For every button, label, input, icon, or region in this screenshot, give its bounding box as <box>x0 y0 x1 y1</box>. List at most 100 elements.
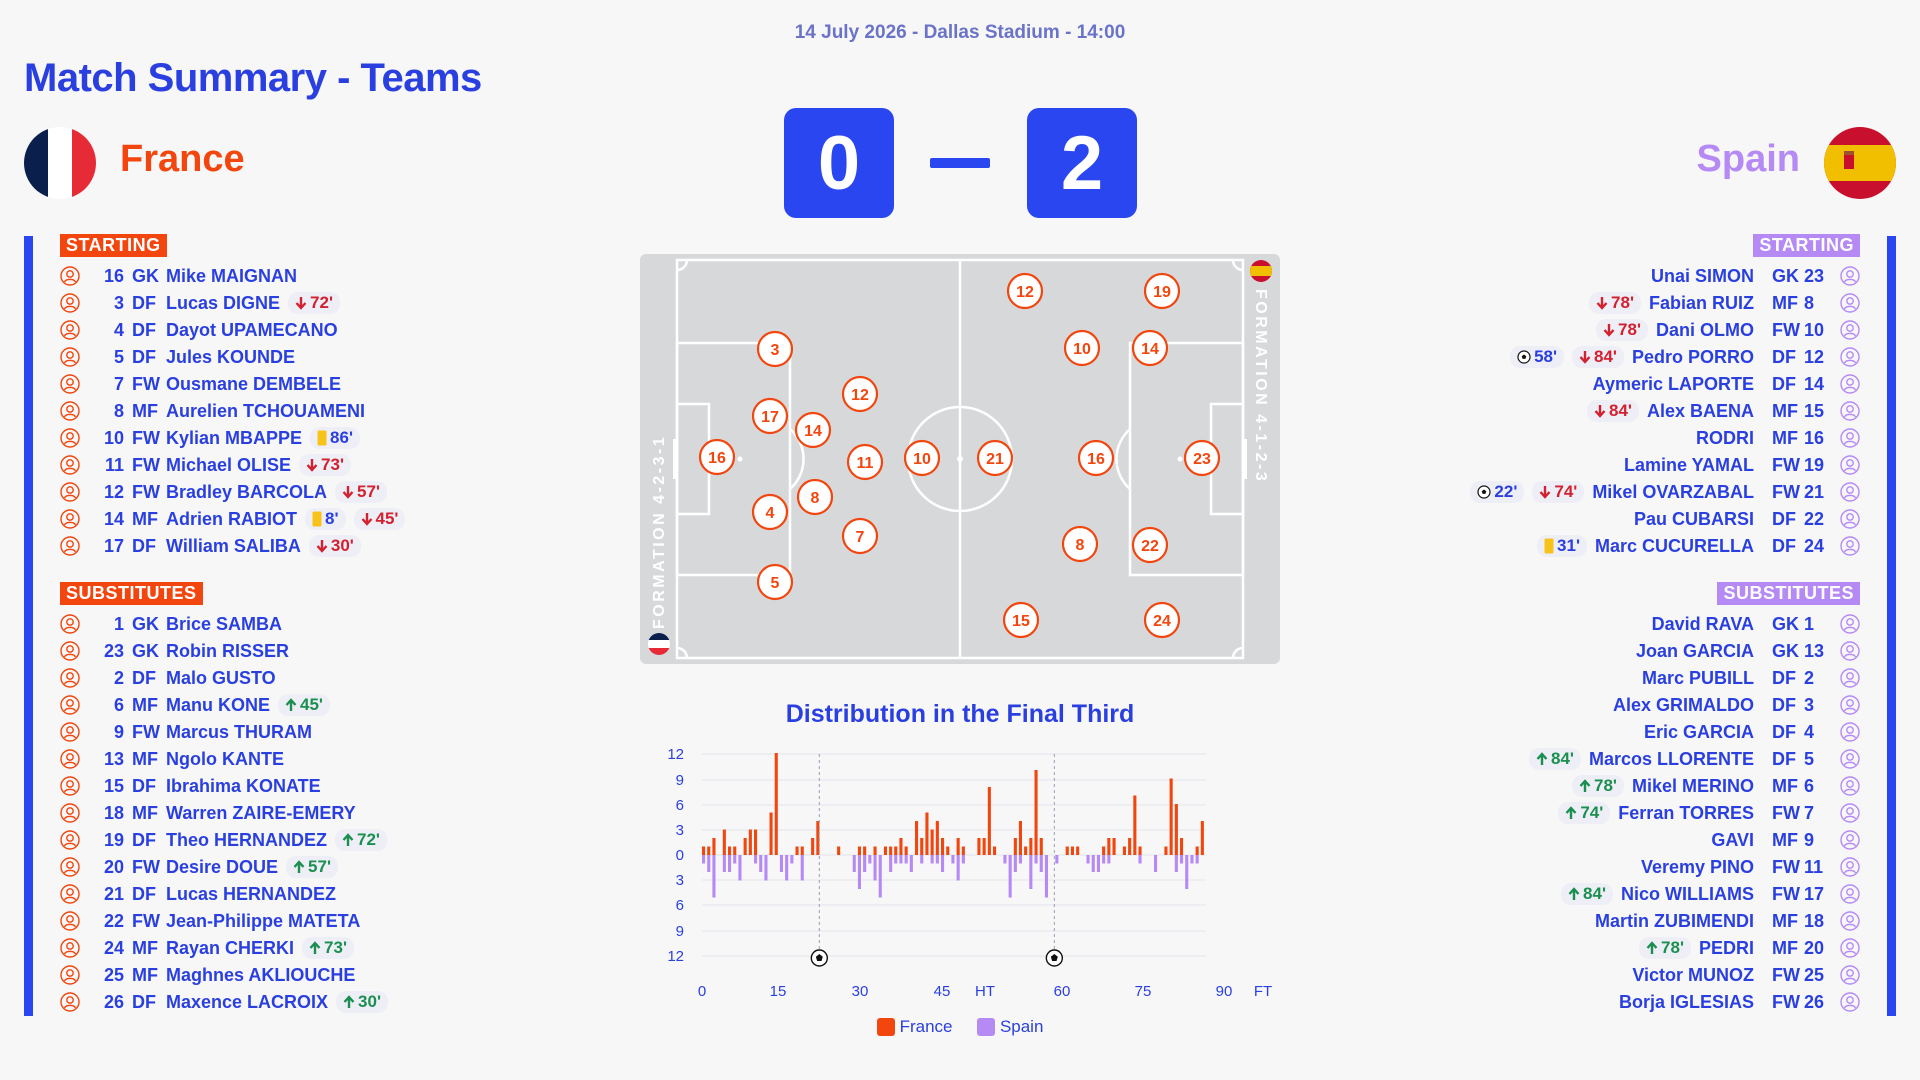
player-row[interactable]: 18 MF Warren ZAIRE-EMERY <box>60 801 356 825</box>
home-score: 0 <box>784 108 894 218</box>
player-row[interactable]: Unai SIMON GK 23 <box>1651 264 1860 288</box>
player-row[interactable]: 2 DF Malo GUSTO <box>60 666 276 690</box>
pitch-player-away[interactable]: 15 <box>1002 601 1040 639</box>
player-row[interactable]: 17 DF William SALIBA 30' <box>60 534 361 558</box>
pitch-player-away[interactable]: 22 <box>1131 526 1169 564</box>
player-row[interactable]: 10 FW Kylian MBAPPE 86' <box>60 426 360 450</box>
player-icon <box>1840 536 1860 556</box>
player-position: FW <box>1772 883 1800 904</box>
player-row[interactable]: 12 FW Bradley BARCOLA 57' <box>60 480 387 504</box>
pitch-player-away[interactable]: 21 <box>976 439 1014 477</box>
player-row[interactable]: 15 DF Ibrahima KONATE <box>60 774 321 798</box>
pitch-player-home[interactable]: 4 <box>751 493 789 531</box>
event-minute: 84' <box>1551 749 1574 768</box>
player-row[interactable]: 58' 84' Pedro PORRO DF 12 <box>1510 345 1860 369</box>
pitch-player-away[interactable]: 19 <box>1143 272 1181 310</box>
player-row[interactable]: 25 MF Maghnes AKLIOUCHE <box>60 963 355 987</box>
event-minute: 84' <box>1594 347 1617 366</box>
player-name: Eric GARCIA <box>1643 721 1754 742</box>
player-row[interactable]: 21 DF Lucas HERNANDEZ <box>60 882 336 906</box>
player-row[interactable]: 4 DF Dayot UPAMECANO <box>60 318 338 342</box>
player-row[interactable]: RODRI MF 16 <box>1696 426 1860 450</box>
player-position: FW <box>132 856 160 877</box>
pitch-player-home[interactable]: 12 <box>841 375 879 413</box>
pitch-player-home[interactable]: 14 <box>794 411 832 449</box>
player-row[interactable]: Martin ZUBIMENDI MF 18 <box>1595 909 1860 933</box>
event-minute: 78' <box>1594 776 1617 795</box>
formation-away: FORMATION 4-1-2-3 <box>1252 289 1269 483</box>
player-row[interactable]: 19 DF Theo HERNANDEZ 72' <box>60 828 387 852</box>
player-number: 8 <box>1804 292 1815 313</box>
event-badge-out: 45' <box>353 508 406 530</box>
player-row[interactable]: 22' 74' Mikel OVARZABAL FW 21 <box>1470 480 1860 504</box>
pitch-player-away[interactable]: 10 <box>1063 329 1101 367</box>
player-row[interactable]: 84' Alex BAENA MF 15 <box>1587 399 1860 423</box>
player-row[interactable]: 16 GK Mike MAIGNAN <box>60 264 297 288</box>
pitch-player-home[interactable]: 3 <box>756 330 794 368</box>
pitch-player-away[interactable]: 16 <box>1077 439 1115 477</box>
player-row[interactable]: 78' Fabian RUIZ MF 8 <box>1589 291 1860 315</box>
pitch-player-home[interactable]: 10 <box>903 439 941 477</box>
player-row[interactable]: 78' Mikel MERINO MF 6 <box>1572 774 1860 798</box>
player-number: 15 <box>1804 400 1825 421</box>
pitch-player-away[interactable]: 23 <box>1183 439 1221 477</box>
player-row[interactable]: 7 FW Ousmane DEMBELE <box>60 372 341 396</box>
player-row[interactable]: 8 MF Aurelien TCHOUAMENI <box>60 399 365 423</box>
pitch-player-home[interactable]: 7 <box>841 517 879 555</box>
player-row[interactable]: 26 DF Maxence LACROIX 30' <box>60 990 388 1014</box>
player-row[interactable]: David RAVA GK 1 <box>1652 612 1860 636</box>
player-row[interactable]: Pau CUBARSI DF 22 <box>1634 507 1860 531</box>
player-row[interactable]: 3 DF Lucas DIGNE 72' <box>60 291 340 315</box>
away-team-name: Spain <box>1696 138 1800 180</box>
player-name: Lucas HERNANDEZ <box>166 883 337 904</box>
player-icon <box>1840 428 1860 448</box>
pitch-player-away[interactable]: 24 <box>1143 601 1181 639</box>
player-row[interactable]: 84' Marcos LLORENTE DF 5 <box>1529 747 1860 771</box>
pitch-player-home[interactable]: 5 <box>756 563 794 601</box>
player-row[interactable]: 11 FW Michael OLISE 73' <box>60 453 351 477</box>
player-row[interactable]: Victor MUNOZ FW 25 <box>1632 963 1860 987</box>
pitch-player-away[interactable]: 14 <box>1131 329 1169 367</box>
player-row[interactable]: Aymeric LAPORTE DF 14 <box>1593 372 1860 396</box>
pitch-player-home[interactable]: 17 <box>751 397 789 435</box>
player-icon <box>1840 938 1860 958</box>
player-position: FW <box>132 721 160 742</box>
player-row[interactable]: 74' Ferran TORRES FW 7 <box>1558 801 1860 825</box>
player-row[interactable]: 13 MF Ngolo KANTE <box>60 747 284 771</box>
pitch-player-away[interactable]: 12 <box>1006 272 1044 310</box>
player-row[interactable]: 5 DF Jules KOUNDE <box>60 345 295 369</box>
player-row[interactable]: Borja IGLESIAS FW 26 <box>1619 990 1860 1014</box>
player-row[interactable]: Eric GARCIA DF 4 <box>1644 720 1860 744</box>
pitch-player-home[interactable]: 11 <box>846 443 884 481</box>
player-icon <box>1840 347 1860 367</box>
player-icon <box>1840 857 1860 877</box>
player-row[interactable]: Veremy PINO FW 11 <box>1641 855 1860 879</box>
player-row[interactable]: Marc PUBILL DF 2 <box>1642 666 1860 690</box>
pitch-player-home[interactable]: 16 <box>698 438 736 476</box>
player-icon <box>60 266 80 286</box>
player-row[interactable]: 22 FW Jean-Philippe MATETA <box>60 909 360 933</box>
pitch-player-home[interactable]: 8 <box>796 478 834 516</box>
player-row[interactable]: 24 MF Rayan CHERKI 73' <box>60 936 354 960</box>
pitch-player-away[interactable]: 8 <box>1061 525 1099 563</box>
player-row[interactable]: 1 GK Brice SAMBA <box>60 612 282 636</box>
player-row[interactable]: 23 GK Robin RISSER <box>60 639 289 663</box>
player-row[interactable]: 31' Marc CUCURELLA DF 24 <box>1537 534 1860 558</box>
bar-spain <box>800 855 804 881</box>
player-row[interactable]: 6 MF Manu KONE 45' <box>60 693 330 717</box>
player-row[interactable]: Lamine YAMAL FW 19 <box>1624 453 1860 477</box>
player-row[interactable]: 78' PEDRI MF 20 <box>1639 936 1860 960</box>
pitch-lines: FORMATION 4-2-3-1 FORMATION 4-1-2-3 16 3 1… <box>648 258 1272 660</box>
player-name: Veremy PINO <box>1640 856 1754 877</box>
player-row[interactable]: 14 MF Adrien RABIOT 8' 45' <box>60 507 406 531</box>
player-row[interactable]: 20 FW Desire DOUE 57' <box>60 855 338 879</box>
player-row[interactable]: 84' Nico WILLIAMS FW 17 <box>1561 882 1860 906</box>
player-row[interactable]: 78' Dani OLMO FW 10 <box>1596 318 1860 342</box>
player-row[interactable]: GAVI MF 9 <box>1711 828 1860 852</box>
event-minute: 84' <box>1583 884 1606 903</box>
player-icon <box>60 509 80 529</box>
event-badge-goal: 58' <box>1510 346 1565 368</box>
player-row[interactable]: 9 FW Marcus THURAM <box>60 720 312 744</box>
player-row[interactable]: Alex GRIMALDO DF 3 <box>1613 693 1860 717</box>
player-row[interactable]: Joan GARCIA GK 13 <box>1636 639 1860 663</box>
